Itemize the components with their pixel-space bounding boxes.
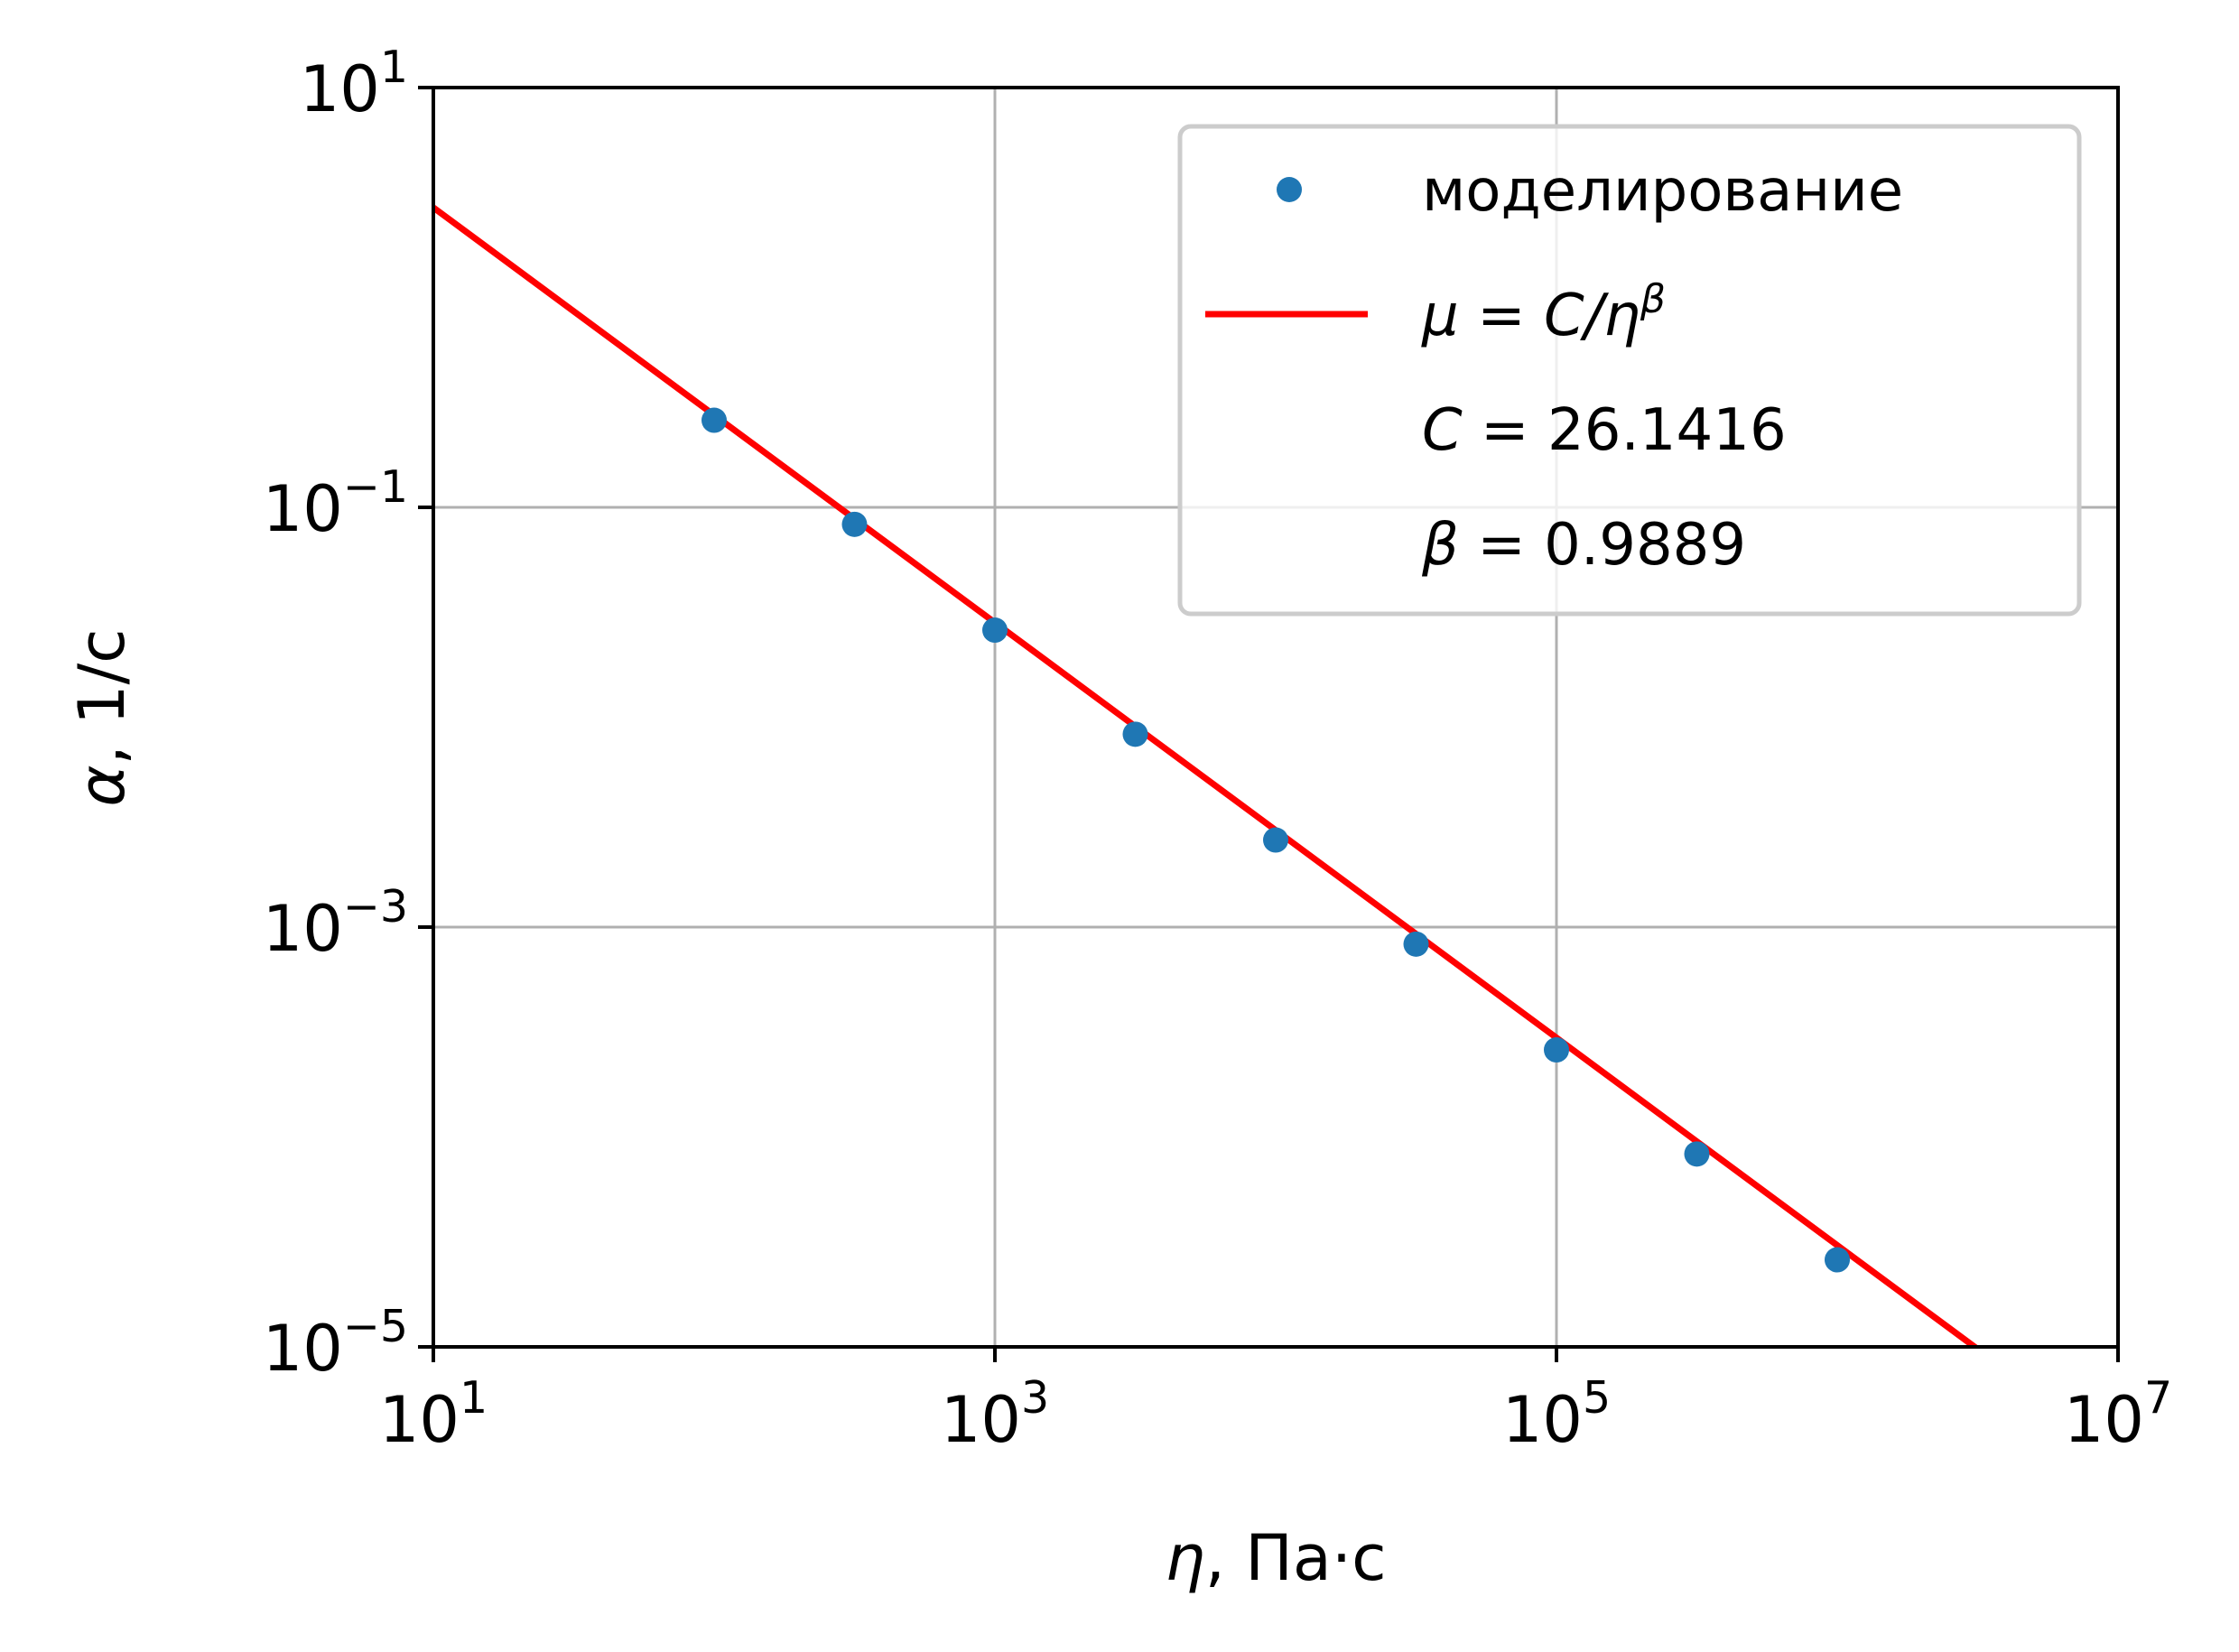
- x-tick-label-0: 101: [379, 1372, 488, 1457]
- y-axis-ticks: 101 10−1 10−3 10−5: [263, 42, 433, 1386]
- legend-label-fit: μ = C/ηβ: [1421, 276, 1666, 350]
- y-tick-label-0: 101: [300, 42, 408, 126]
- y-tick-label-2: 10−3: [263, 881, 408, 966]
- y-tick-label-3: 10−5: [263, 1301, 408, 1386]
- fit-line-group: [433, 205, 1981, 1347]
- y-tick-label-1: 10−1: [263, 461, 408, 546]
- x-tick-label-1: 103: [941, 1372, 1049, 1457]
- x-axis-ticks: 101 103 105 107: [379, 1347, 2172, 1457]
- data-point-4: [1263, 827, 1288, 853]
- data-point-2: [982, 617, 1008, 644]
- legend-label-points: моделирование: [1422, 158, 1903, 225]
- data-point-6: [1544, 1037, 1569, 1063]
- plot-frame: [432, 86, 2120, 1349]
- data-point-7: [1684, 1141, 1710, 1167]
- legend: моделирование μ = C/ηβ C = 26.1416 β = 0…: [1177, 124, 2082, 617]
- data-point-3: [1122, 721, 1148, 747]
- x-axis-label: η, Па·с: [1165, 1521, 1386, 1595]
- x-tick-label-3: 107: [2064, 1372, 2172, 1457]
- data-point-1: [841, 511, 868, 537]
- legend-label-c: C = 26.1416: [1422, 397, 1787, 464]
- data-point-0: [701, 407, 727, 433]
- legend-marker-points: [1277, 177, 1302, 202]
- legend-label-beta: β = 0.9889: [1421, 512, 1746, 579]
- y-axis-label: α, 1/с: [65, 628, 139, 806]
- fit-line: [433, 205, 1981, 1347]
- x-tick-label-2: 105: [1502, 1372, 1611, 1457]
- data-point-8: [1825, 1247, 1850, 1273]
- legend-box: [1177, 124, 2082, 617]
- data-points: [701, 407, 1850, 1273]
- data-point-5: [1403, 931, 1429, 957]
